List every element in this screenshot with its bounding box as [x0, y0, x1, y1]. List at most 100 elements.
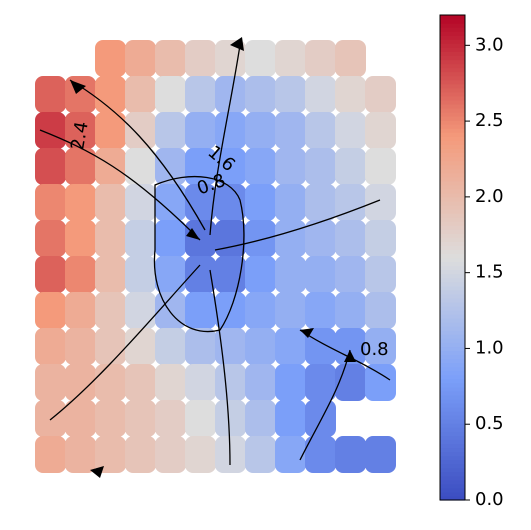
colorbar-segment: [440, 435, 465, 440]
colorbar-segment: [440, 188, 465, 194]
colorbar-segment: [440, 370, 465, 376]
cell: [335, 76, 366, 113]
cell: [335, 40, 366, 77]
cell: [215, 364, 246, 401]
colorbar-segment: [440, 322, 465, 327]
cell: [365, 256, 396, 293]
colorbar-segment: [440, 362, 465, 368]
colorbar-segment: [440, 124, 465, 129]
cell: [95, 400, 126, 437]
colorbar: 0.0 0.5 1.0 1.5 2.0 2.5 3.0: [439, 14, 504, 510]
cell: [35, 364, 66, 401]
cell: [35, 184, 66, 221]
cell: [95, 436, 126, 473]
colorbar-segment: [440, 229, 465, 234]
colorbar-segment: [440, 237, 465, 242]
colorbar-segment: [440, 95, 465, 101]
colorbar-segment: [440, 103, 465, 109]
cell: [155, 40, 186, 77]
cell: [305, 148, 336, 185]
contour-label: 2.4: [67, 120, 93, 152]
cell: [275, 436, 306, 473]
colorbar-segment: [440, 241, 465, 246]
colorbar-frame: [439, 14, 466, 501]
colorbar-segment: [440, 136, 465, 141]
cells: [35, 40, 396, 473]
arrow: [186, 228, 200, 240]
colorbar-segment: [440, 285, 465, 291]
cell: [95, 292, 126, 329]
cell: [215, 256, 246, 293]
cell: [245, 292, 276, 329]
contour: [153, 175, 245, 333]
cell: [335, 184, 366, 221]
colorbar-segment: [440, 99, 465, 105]
cell: [125, 364, 156, 401]
colorbar-segment: [440, 427, 465, 432]
colorbar-segment: [440, 350, 465, 356]
colorbar-segment: [440, 213, 465, 218]
colorbar-segment: [440, 358, 465, 364]
cell: [185, 76, 216, 113]
cell: [365, 328, 396, 365]
colorbar-segment: [440, 144, 465, 149]
colorbar-segment: [440, 411, 465, 416]
cell: [35, 220, 66, 257]
colorbar-segment: [440, 293, 465, 299]
arrow: [300, 328, 314, 338]
colorbar-segment: [440, 47, 465, 52]
cell: [35, 76, 66, 113]
cell: [185, 292, 216, 329]
colorbar-segment: [440, 487, 465, 493]
streamline: [214, 199, 381, 251]
colorbar-segment: [440, 107, 465, 113]
cell: [245, 40, 276, 77]
colorbar-segment: [440, 334, 465, 339]
colorbar-segment: [440, 140, 465, 145]
colorbar-segment: [440, 83, 465, 89]
cell: [125, 112, 156, 149]
cell: [275, 184, 306, 221]
colorbar-segment: [440, 132, 465, 137]
colorbar-segment: [440, 439, 465, 445]
streamline: [209, 269, 231, 466]
cell: [125, 436, 156, 473]
colorbar-segment: [440, 15, 465, 20]
cell: [155, 148, 186, 185]
cell: [65, 112, 96, 149]
colorbar-segment: [440, 475, 465, 481]
cell: [215, 184, 246, 221]
colorbar-segment: [440, 59, 465, 65]
cell: [215, 148, 246, 185]
colorbar-segment: [440, 249, 465, 255]
colorbar-segment: [440, 419, 465, 424]
cell: [155, 328, 186, 365]
colorbar-segment: [440, 196, 465, 202]
cell: [65, 292, 96, 329]
cell: [185, 256, 216, 293]
colorbar-segment: [440, 314, 465, 319]
colorbar-segment: [440, 415, 465, 420]
colorbar-segment: [440, 378, 465, 384]
cell: [65, 148, 96, 185]
cell: [125, 220, 156, 257]
cell: [365, 364, 396, 401]
colorbar-segment: [440, 407, 465, 412]
arrow: [90, 466, 104, 478]
cell: [245, 112, 276, 149]
cell: [365, 184, 396, 221]
cell: [215, 220, 246, 257]
tick-label: 2.0: [475, 186, 504, 207]
cell: [335, 292, 366, 329]
streamline: [299, 329, 391, 381]
cell: [65, 256, 96, 293]
cell: [275, 292, 306, 329]
colorbar-segment: [440, 394, 465, 400]
cell: [185, 112, 216, 149]
colorbar-segment: [440, 87, 465, 93]
streamline: [39, 129, 201, 241]
colorbar-segment: [440, 346, 465, 352]
colorbar-segment: [440, 281, 465, 287]
cell: [245, 328, 276, 365]
cell: [245, 436, 276, 473]
